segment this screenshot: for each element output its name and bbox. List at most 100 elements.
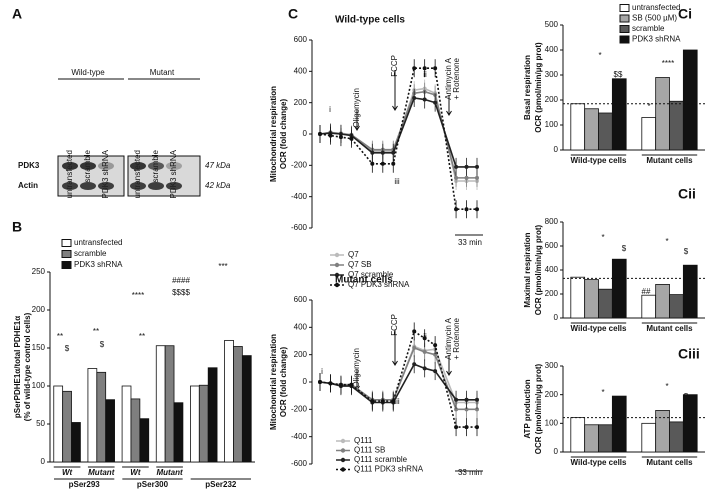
point [370, 161, 375, 166]
y-axis-label: Mitochondrial respiration [269, 334, 278, 430]
bar [611, 395, 627, 453]
legend-swatch [619, 14, 630, 23]
point [454, 397, 459, 402]
annotation: * [598, 51, 601, 60]
point [475, 207, 479, 212]
bar [53, 385, 64, 463]
annotation: $$ [614, 70, 623, 79]
y-axis-label: pSerPDHE1α/total PDHE1α [13, 316, 22, 418]
annotation: ** [57, 332, 63, 341]
arrow-head [446, 110, 452, 116]
point [422, 349, 427, 354]
point [475, 407, 479, 412]
point [370, 150, 375, 155]
legend-marker [340, 467, 346, 472]
y-tick-label: -600 [291, 459, 308, 468]
bar [173, 402, 184, 463]
y-tick-label: 600 [294, 35, 308, 44]
bar [641, 117, 657, 151]
bar [71, 422, 81, 463]
bar [598, 112, 613, 151]
bar [130, 398, 141, 463]
annotation: iii [394, 177, 400, 186]
point [380, 161, 385, 166]
band [98, 182, 114, 190]
point [412, 329, 417, 334]
panel-label: Ciii [678, 346, 700, 362]
y-tick-label: 400 [545, 45, 559, 54]
point [412, 362, 417, 367]
annotation: 33 min [458, 468, 482, 477]
x-tick-label: Wild-type cells [571, 156, 627, 165]
x-tick-label: Mutant [156, 468, 183, 477]
legend-marker [334, 272, 340, 278]
band [166, 162, 182, 170]
bar [598, 424, 613, 453]
point [454, 164, 459, 169]
arrow-head [392, 105, 398, 111]
legend-label: Q111 scramble [354, 455, 408, 464]
annotation: i [321, 367, 323, 376]
annotation: Oligomycin [352, 88, 361, 128]
arrow-head [354, 125, 360, 131]
bar [682, 264, 698, 319]
y-tick-label: 200 [545, 95, 559, 104]
lane-label: PDK3 shRNA [101, 149, 110, 198]
bar [669, 294, 684, 319]
y-tick-label: 200 [545, 289, 559, 298]
bar [669, 100, 684, 151]
bar [190, 385, 200, 463]
x-tick-label: Wild-type cells [571, 458, 627, 467]
annotation: Antimycin A [444, 317, 453, 359]
band [62, 162, 78, 170]
point [338, 135, 343, 140]
annotation: $ [622, 244, 627, 253]
panel-label: B [12, 219, 22, 235]
legend-marker [334, 262, 340, 268]
legend-label: Q7 [348, 250, 359, 259]
point [318, 132, 322, 136]
annotation: iii [394, 397, 400, 406]
annotation: ii [423, 70, 427, 79]
y-axis-label: ATP production [523, 379, 532, 438]
line [319, 97, 477, 168]
y-tick-label: 100 [32, 381, 46, 390]
panel-label: Ci [678, 6, 692, 22]
bar [598, 288, 613, 319]
point [338, 382, 343, 387]
row-label: Actin [18, 181, 38, 190]
point [433, 352, 438, 357]
y-axis-label: Basal respiration [523, 55, 532, 120]
chart-title: Wild-type cells [335, 15, 405, 26]
legend-label: Q111 PDK3 shRNA [354, 465, 424, 474]
annotation: FCCP [390, 55, 399, 77]
legend-label: scramble [632, 24, 665, 33]
annotation: **** [132, 291, 144, 300]
y-tick-label: 400 [294, 66, 308, 75]
band [62, 182, 78, 190]
annotation: i [329, 105, 331, 114]
annotation: $$$$ [172, 288, 190, 297]
y-tick-label: 0 [554, 447, 559, 456]
legend-label: Q7 SB [348, 260, 372, 269]
annotation: ** [93, 327, 99, 336]
point [391, 399, 396, 404]
y-axis-label: OCR (fold change) [279, 99, 288, 170]
x-tick-label: Mutant cells [646, 156, 693, 165]
group-label: pSer232 [205, 480, 237, 489]
band [98, 162, 114, 170]
y-tick-label: -400 [291, 192, 308, 201]
point [422, 366, 427, 371]
annotation: * [601, 233, 604, 242]
annotation: 33 min [458, 238, 482, 247]
y-axis-label: OCR (pmol/min/µg prot) [534, 363, 543, 454]
band [148, 162, 164, 170]
legend-marker [334, 282, 340, 288]
bar [570, 417, 586, 453]
bar [584, 108, 599, 151]
legend-label: Q7 scramble [348, 270, 394, 279]
size-label: 47 kDa [205, 161, 231, 170]
point [349, 136, 354, 141]
point [464, 397, 469, 402]
annotation: $ [684, 247, 689, 256]
